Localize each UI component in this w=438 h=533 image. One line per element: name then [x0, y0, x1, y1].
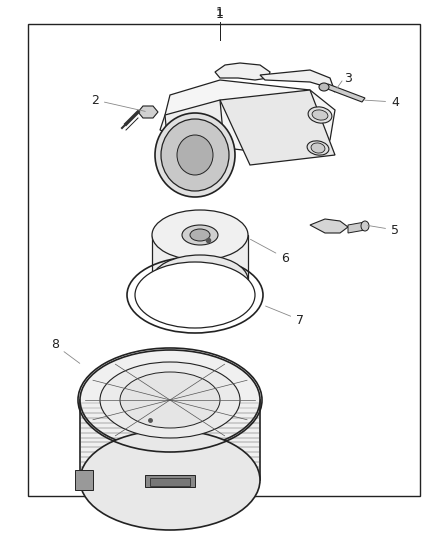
Polygon shape: [325, 84, 365, 102]
Ellipse shape: [155, 113, 235, 197]
Text: 7: 7: [265, 306, 304, 327]
Polygon shape: [165, 100, 225, 170]
Ellipse shape: [161, 119, 229, 191]
Text: 3: 3: [344, 71, 352, 85]
Bar: [75, 470, 93, 490]
Polygon shape: [310, 219, 348, 233]
Ellipse shape: [152, 255, 248, 305]
Ellipse shape: [307, 141, 329, 155]
Ellipse shape: [135, 262, 255, 328]
Ellipse shape: [319, 83, 329, 91]
Text: 2: 2: [91, 93, 145, 111]
Bar: [28, 24, 420, 496]
Ellipse shape: [177, 135, 213, 175]
Ellipse shape: [120, 372, 220, 428]
Ellipse shape: [312, 110, 328, 120]
Ellipse shape: [361, 221, 369, 231]
Polygon shape: [260, 70, 335, 92]
Text: 6: 6: [251, 239, 289, 264]
Polygon shape: [138, 106, 158, 118]
Polygon shape: [215, 63, 270, 80]
Bar: [145, 475, 195, 487]
Ellipse shape: [190, 229, 210, 241]
Text: 5: 5: [368, 223, 399, 237]
Polygon shape: [348, 222, 365, 233]
Ellipse shape: [308, 107, 332, 123]
Polygon shape: [152, 235, 248, 280]
Text: 1: 1: [216, 9, 224, 21]
Polygon shape: [220, 90, 335, 165]
Ellipse shape: [311, 143, 325, 153]
Bar: [150, 478, 190, 486]
Text: 8: 8: [51, 338, 80, 364]
Text: 1: 1: [216, 6, 224, 20]
Polygon shape: [160, 80, 335, 155]
Ellipse shape: [100, 362, 240, 438]
Ellipse shape: [152, 210, 248, 260]
Ellipse shape: [80, 430, 260, 530]
Polygon shape: [80, 400, 260, 480]
Ellipse shape: [182, 225, 218, 245]
Ellipse shape: [80, 350, 260, 450]
Text: 4: 4: [365, 95, 399, 109]
